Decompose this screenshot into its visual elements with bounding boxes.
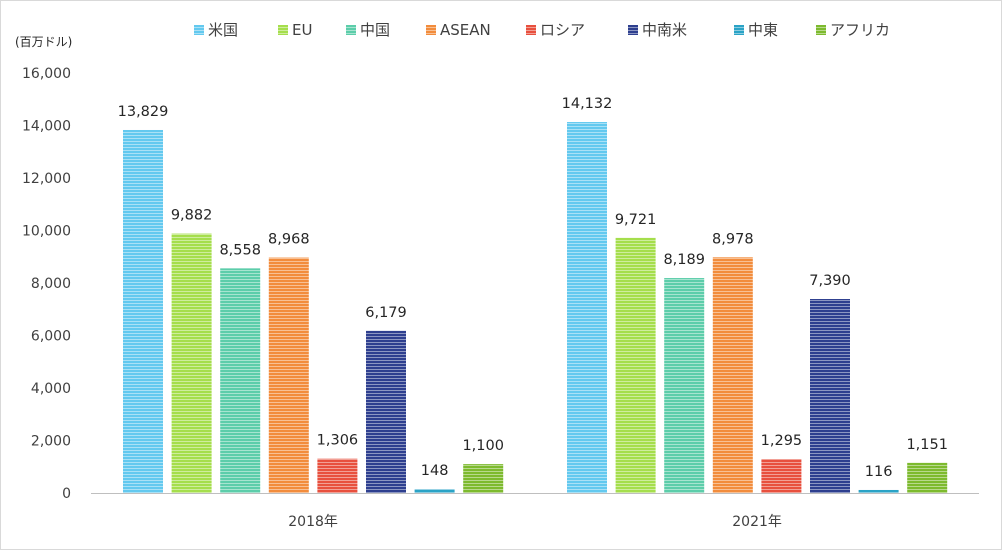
y-tick-label: 16,000 [22, 66, 71, 82]
data-label: 9,721 [615, 212, 657, 228]
legend-item: 中東 [734, 21, 778, 39]
data-label: 116 [865, 464, 893, 480]
bar-series-5-1 [317, 458, 358, 493]
bar-series-5-2 [761, 459, 802, 493]
data-label: 1,100 [462, 438, 504, 454]
x-category-label: 2021年 [732, 514, 782, 530]
legend-swatch [816, 25, 826, 35]
bar-series-1-2 [567, 122, 607, 493]
data-label: 8,968 [268, 232, 310, 248]
bar-series-4-1 [268, 257, 309, 493]
legend-item: アフリカ [816, 21, 890, 39]
bar-series-7-2 [858, 489, 899, 493]
y-tick-label: 2,000 [31, 434, 71, 450]
y-tick-label: 8,000 [31, 276, 71, 292]
bar-series-6-1 [366, 330, 406, 493]
legend-label: 中東 [748, 21, 778, 39]
data-labels: 13,829 9,882 8,558 8,968 1,306 6,179 148 1,100 1… [118, 96, 948, 480]
legend-swatch [426, 25, 436, 35]
y-tick-label: 4,000 [31, 381, 71, 397]
legend-label: ASEAN [440, 21, 491, 39]
y-unit-label: (百万ドル) [15, 35, 72, 49]
legend-label: 中国 [360, 21, 390, 39]
bars [123, 122, 948, 493]
y-tick-label: 0 [62, 486, 71, 502]
data-label: 1,295 [761, 433, 803, 449]
legend-item: 米国 [194, 21, 238, 39]
data-label: 14,132 [562, 96, 613, 112]
bar-series-8-1 [463, 464, 504, 493]
legend-label: ロシア [540, 21, 585, 39]
legend-item: EU [278, 21, 312, 39]
bar-series-3-2 [664, 278, 705, 493]
legend-swatch [628, 25, 638, 35]
data-label: 8,558 [219, 242, 261, 258]
bar-series-1-1 [123, 129, 163, 493]
bar-series-7-1 [414, 489, 455, 493]
data-label: 7,390 [809, 273, 851, 289]
y-tick-label: 10,000 [22, 224, 71, 240]
legend-item: 中南米 [628, 21, 687, 39]
bar-series-6-2 [810, 299, 850, 493]
data-label: 1,151 [906, 437, 948, 453]
legend-item: 中国 [346, 21, 390, 39]
data-label: 8,978 [712, 231, 754, 247]
x-category-label: 2018年 [288, 514, 338, 530]
legend-label: EU [292, 21, 312, 39]
y-tick-label: 14,000 [22, 119, 71, 135]
data-label: 8,189 [663, 252, 705, 268]
bar-series-8-2 [907, 462, 948, 493]
bar-series-3-1 [220, 268, 261, 493]
legend-swatch [346, 25, 356, 35]
legend-swatch [194, 25, 204, 35]
legend-item: ロシア [526, 21, 585, 39]
legend-label: 米国 [208, 21, 238, 39]
bar-series-4-2 [712, 257, 753, 493]
legend-swatch [734, 25, 744, 35]
x-axis: 2018年 2021年 [91, 493, 979, 530]
legend-swatch [278, 25, 288, 35]
y-tick-label: 6,000 [31, 329, 71, 345]
data-label: 13,829 [118, 104, 169, 120]
legend-item: ASEAN [426, 21, 491, 39]
legend: 米国 EU 中国 ASEAN ロシア 中南米 中東 アフリカ [194, 21, 890, 39]
y-tick-label: 12,000 [22, 171, 71, 187]
bar-series-2-2 [615, 237, 656, 493]
data-label: 6,179 [365, 305, 407, 321]
data-label: 9,882 [171, 208, 213, 224]
bar-series-2-1 [171, 233, 212, 493]
legend-label: 中南米 [642, 21, 687, 39]
legend-label: アフリカ [830, 21, 890, 39]
legend-swatch [526, 25, 536, 35]
data-label: 148 [421, 463, 449, 479]
data-label: 1,306 [317, 433, 359, 449]
y-axis: 0 2,000 4,000 6,000 8,000 10,000 12,000 14,000 1… [22, 66, 71, 502]
